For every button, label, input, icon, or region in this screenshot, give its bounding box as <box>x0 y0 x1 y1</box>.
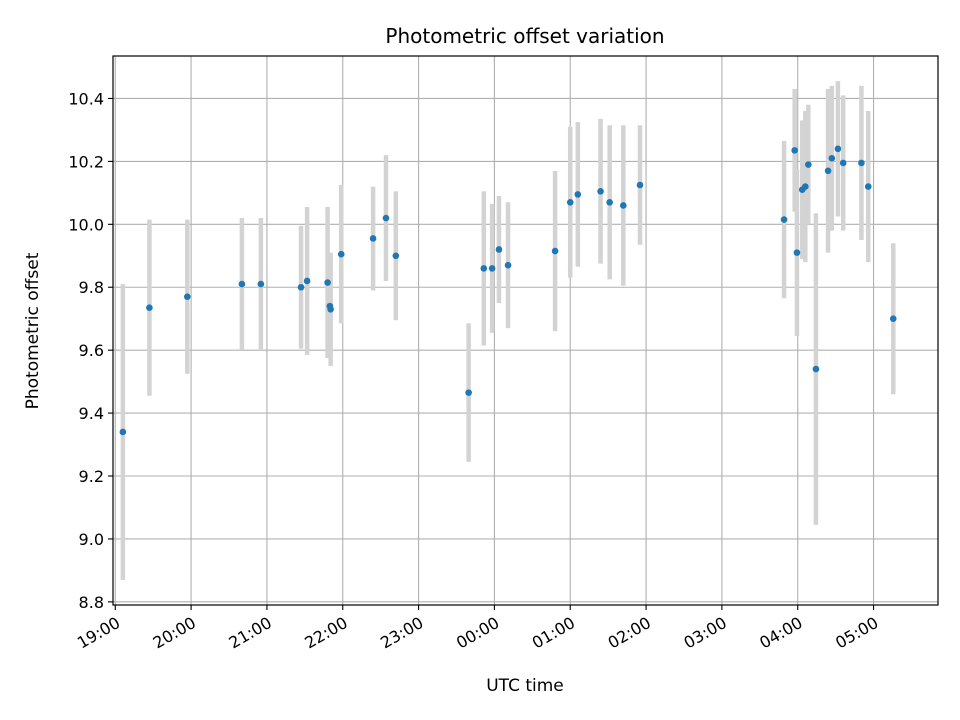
y-tick-label: 10.0 <box>68 215 104 234</box>
chart-title: Photometric offset variation <box>385 24 664 48</box>
data-point <box>465 389 472 396</box>
data-point <box>566 198 574 206</box>
data-point <box>119 428 127 436</box>
data-point <box>791 147 798 154</box>
data-point <box>620 202 627 209</box>
data-point <box>824 167 832 175</box>
data-point <box>337 250 345 258</box>
data-point <box>839 159 847 167</box>
data-point <box>551 247 559 255</box>
data-point <box>146 304 153 311</box>
data-point <box>324 279 331 286</box>
data-point <box>805 161 812 168</box>
data-point <box>812 365 820 373</box>
data-point <box>858 159 865 167</box>
data-point <box>297 283 305 291</box>
data-point <box>382 214 390 222</box>
data-point <box>488 265 496 272</box>
data-point <box>636 181 644 189</box>
data-point <box>480 265 488 272</box>
y-axis-title: Photometric offset <box>23 252 43 409</box>
data-point <box>574 191 582 198</box>
data-point <box>303 277 311 285</box>
data-point <box>238 280 246 288</box>
y-axis-ticks: 8.8 9.0 9.2 9.4 9.6 9.8 10.0 10.2 10.4 <box>68 89 113 612</box>
y-tick-label: 8.8 <box>79 593 104 612</box>
data-point <box>864 183 872 190</box>
data-point <box>802 183 809 190</box>
data-point <box>889 315 897 323</box>
data-points <box>119 145 897 436</box>
data-point <box>597 187 604 195</box>
y-tick-label: 9.8 <box>79 278 104 297</box>
y-tick-label: 10.2 <box>68 152 104 171</box>
data-point <box>834 145 842 153</box>
y-tick-label: 9.6 <box>79 341 104 360</box>
y-tick-label: 9.2 <box>79 467 104 486</box>
data-point <box>327 305 334 313</box>
data-point <box>606 198 613 206</box>
x-axis-title: UTC time <box>486 676 564 696</box>
data-point <box>828 154 836 162</box>
data-point <box>780 216 788 223</box>
data-point <box>392 252 400 260</box>
data-point <box>184 293 191 300</box>
data-point <box>504 261 512 269</box>
y-tick-label: 10.4 <box>68 89 104 108</box>
plot-frame <box>112 55 939 606</box>
data-point <box>257 280 265 288</box>
y-tick-label: 9.4 <box>79 404 104 423</box>
data-point <box>793 249 801 256</box>
data-point <box>369 235 377 242</box>
data-point <box>495 246 503 253</box>
y-tick-label: 9.0 <box>79 530 104 549</box>
